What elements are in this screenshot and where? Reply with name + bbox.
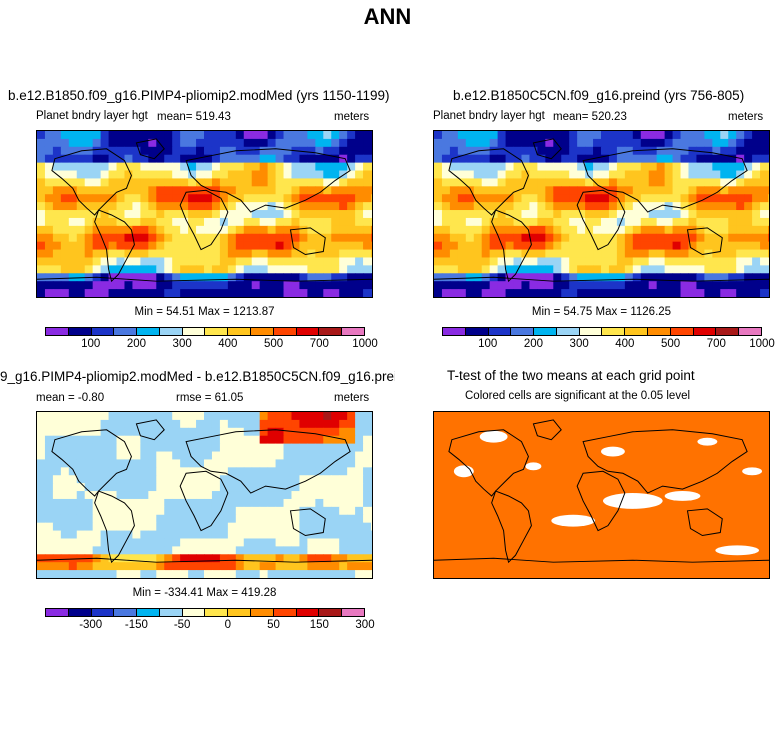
colorbar-tick-label: 150 [309,619,329,631]
colorbar-tick-label: 300 [569,338,589,350]
colorbar-swatch [273,328,297,335]
colorbar-swatch [228,609,252,616]
colorbar-swatch [182,328,206,335]
panel3-minmax: Min = -334.41 Max = 419.28 [132,587,277,599]
colorbar-swatch [114,328,138,335]
panel2-map [433,130,770,298]
colorbar-swatch [251,328,274,335]
colorbar-swatch [46,609,69,616]
colorbar-tick-label: -300 [79,619,103,631]
colorbar-tick-label: 200 [126,338,147,350]
colorbar-tick-label: 100 [478,338,498,350]
colorbar-tick-label: 300 [355,619,375,631]
colorbar-swatch [716,328,740,335]
panel2-minmax: Min = 54.75 Max = 1126.25 [531,306,672,318]
colorbar-swatch [342,328,364,335]
panel1-units: meters [334,111,370,123]
colorbar-swatch [68,328,92,335]
colorbar-swatch [91,328,115,335]
colorbar-tick-label: -150 [124,619,148,631]
colorbar-swatch [68,609,92,616]
colorbar-tick-label: 500 [263,338,284,350]
map-canvas [434,412,769,578]
panel3-title: b.e12.B1850.f09_g16.PIMP4-pliomip2.modMe… [0,369,395,384]
colorbar-tick-label: 1000 [749,338,775,350]
panel1-map [36,130,373,298]
colorbar-swatch [739,328,761,335]
colorbar-swatch [46,328,69,335]
panel3-title-clip: b.e12.B1850.f09_g16.PIMP4-pliomip2.modMe… [0,368,395,388]
colorbar-swatch [511,328,535,335]
panel3-colorbar [45,608,365,617]
panel2-title: b.e12.B1850C5CN.f09_g16.preind (yrs 756-… [453,88,745,103]
colorbar-swatch [465,328,489,335]
colorbar-swatch [693,328,717,335]
panel4-map [433,411,770,579]
colorbar-tick-label: -50 [173,619,191,631]
colorbar-swatch [534,328,557,335]
colorbar-tick-label: 100 [81,338,101,350]
panel4-subtitle: Colored cells are significant at the 0.0… [465,390,691,402]
colorbar-swatch [114,609,138,616]
colorbar-tick-label: 500 [660,338,681,350]
colorbar-swatch [91,609,115,616]
panel1-title: b.e12.B1850.f09_g16.PIMP4-pliomip2.modMe… [8,88,390,103]
colorbar-swatch [296,328,320,335]
colorbar-swatch [670,328,694,335]
colorbar-swatch [319,609,343,616]
panel2-colorbar [442,327,762,336]
colorbar-tick-label: 200 [523,338,544,350]
panel3-units: meters [334,392,370,404]
colorbar-swatch [159,328,183,335]
colorbar-tick-label: 50 [267,619,280,631]
colorbar-tick-label: 400 [218,338,238,350]
colorbar-swatch [648,328,671,335]
colorbar-swatch [137,609,160,616]
colorbar-swatch [319,328,343,335]
colorbar-tick-label: 1000 [352,338,378,350]
panel1-minmax: Min = 54.51 Max = 1213.87 [134,306,275,318]
colorbar-tick-label: 700 [309,338,329,350]
colorbar-swatch [602,328,626,335]
panel1-colorbar [45,327,365,336]
colorbar-swatch [296,609,320,616]
panel3-mean: mean = -0.80 [36,392,105,404]
colorbar-tick-label: 300 [172,338,192,350]
figure-title: ANN [363,4,412,29]
panel3-rmse: rmse = 61.05 [176,392,244,404]
colorbar-swatch [342,609,364,616]
colorbar-swatch [182,609,206,616]
colorbar-swatch [159,609,183,616]
panel2-mean: mean= 520.23 [553,111,627,123]
panel4-title: T-test of the two means at each grid poi… [447,368,695,383]
map-canvas [37,131,372,297]
colorbar-tick-label: 0 [224,619,232,631]
colorbar-tick-label: 700 [706,338,726,350]
map-canvas [434,131,769,297]
colorbar-swatch [205,328,229,335]
panel2-variable: Planet bndry layer hgt [433,110,545,122]
colorbar-swatch [625,328,649,335]
panel1-variable: Planet bndry layer hgt [36,110,148,122]
colorbar-swatch [205,609,229,616]
colorbar-swatch [137,328,160,335]
colorbar-swatch [488,328,512,335]
colorbar-swatch [273,609,297,616]
map-canvas [37,412,372,578]
colorbar-tick-label: 400 [615,338,635,350]
colorbar-swatch [228,328,252,335]
colorbar-swatch [251,609,274,616]
panel2-units: meters [728,111,764,123]
colorbar-swatch [443,328,466,335]
colorbar-swatch [556,328,580,335]
panel3-map [36,411,373,579]
colorbar-swatch [579,328,603,335]
panel1-mean: mean= 519.43 [157,111,231,123]
